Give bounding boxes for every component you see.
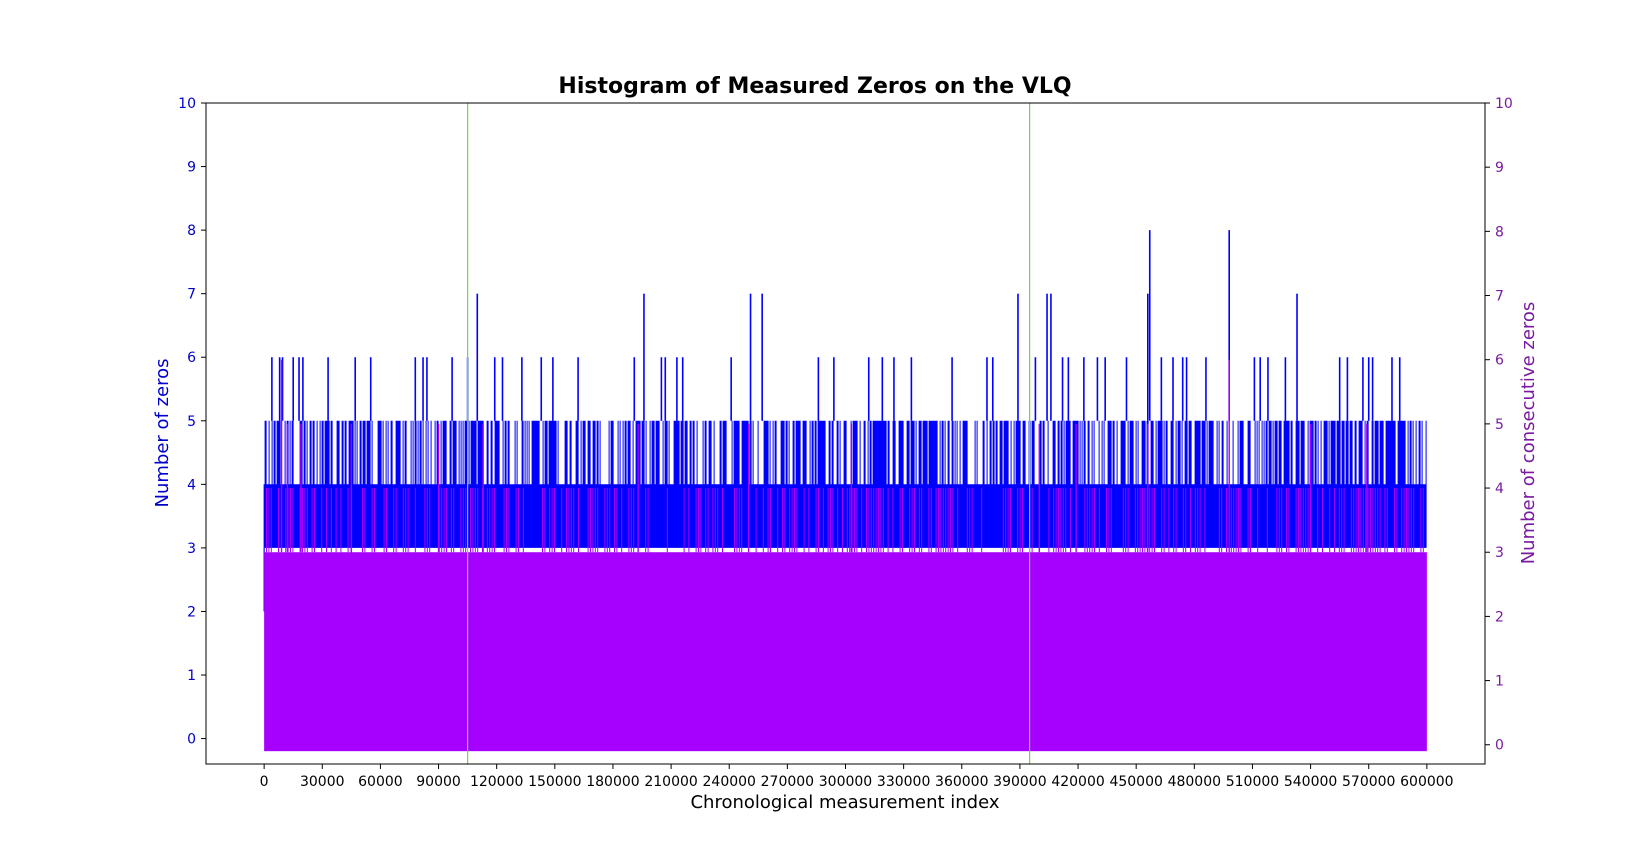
x-tick-label: 150000 — [528, 774, 581, 790]
right-y-tick-label: 4 — [1495, 481, 1504, 497]
left-y-tick-label: 9 — [187, 160, 196, 176]
x-tick-label: 90000 — [416, 774, 461, 790]
plot-area — [263, 103, 1427, 764]
x-tick-label: 240000 — [703, 774, 756, 790]
x-tick-label: 120000 — [470, 774, 523, 790]
x-tick-label: 600000 — [1400, 774, 1453, 790]
left-y-tick-label: 8 — [187, 223, 196, 239]
right-y-axis: 0 1 2 3 4 5 6 7 8 9 10 — [1485, 96, 1513, 754]
x-tick-label: 360000 — [935, 774, 988, 790]
right-y-tick-label: 3 — [1495, 545, 1504, 561]
x-tick-label: 540000 — [1284, 774, 1337, 790]
left-y-axis: 0 1 2 3 4 5 6 7 8 9 10 — [178, 96, 206, 748]
x-tick-label: 450000 — [1109, 774, 1162, 790]
left-y-tick-label: 2 — [187, 604, 196, 620]
left-y-tick-label: 6 — [187, 350, 196, 366]
x-axis-label: Chronological measurement index — [690, 792, 999, 813]
x-tick-label: 270000 — [761, 774, 814, 790]
right-y-tick-label: 1 — [1495, 674, 1504, 690]
right-y-tick-label: 7 — [1495, 289, 1504, 305]
left-y-tick-label: 0 — [187, 732, 196, 748]
right-y-tick-label: 9 — [1495, 160, 1504, 176]
x-axis: 0 30000 60000 90000 120000 150000 180000 210000… — [260, 764, 1454, 790]
left-y-tick-label: 1 — [187, 668, 196, 684]
consecutive-zeros-series-spikes — [266, 488, 1424, 553]
left-y-tick-label: 10 — [178, 96, 196, 112]
left-y-axis-label: Number of zeros — [152, 358, 173, 507]
x-tick-label: 180000 — [586, 774, 639, 790]
x-tick-label: 60000 — [358, 774, 403, 790]
chart-title: Histogram of Measured Zeros on the VLQ — [558, 74, 1071, 99]
right-y-tick-label: 0 — [1495, 738, 1504, 754]
right-y-tick-label: 10 — [1495, 96, 1513, 112]
x-tick-label: 210000 — [644, 774, 697, 790]
x-tick-label: 390000 — [993, 774, 1046, 790]
right-y-tick-label: 5 — [1495, 417, 1504, 433]
right-y-axis-label: Number of consecutive zeros — [1518, 302, 1539, 565]
x-tick-label: 330000 — [877, 774, 930, 790]
left-y-tick-label: 7 — [187, 287, 196, 303]
x-tick-label: 30000 — [300, 774, 345, 790]
x-tick-label: 420000 — [1051, 774, 1104, 790]
left-y-tick-label: 4 — [187, 477, 196, 493]
x-tick-label: 0 — [260, 774, 269, 790]
right-y-tick-label: 8 — [1495, 224, 1504, 240]
right-y-tick-label: 2 — [1495, 609, 1504, 625]
right-y-tick-label: 6 — [1495, 353, 1504, 369]
x-tick-label: 300000 — [819, 774, 872, 790]
left-y-tick-label: 5 — [187, 414, 196, 430]
consecutive-zeros-series-fill — [264, 552, 1427, 752]
left-y-tick-label: 3 — [187, 541, 196, 557]
x-tick-label: 480000 — [1168, 774, 1221, 790]
x-tick-label: 510000 — [1226, 774, 1279, 790]
x-tick-label: 570000 — [1342, 774, 1395, 790]
